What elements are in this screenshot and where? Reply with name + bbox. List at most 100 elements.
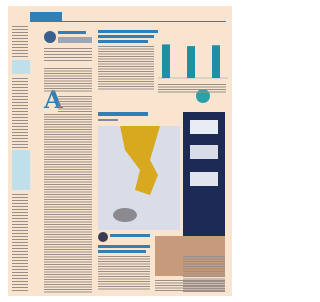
text-line (158, 89, 226, 90)
header-rule (30, 21, 226, 22)
text-line (44, 127, 92, 128)
card-headline (98, 245, 150, 248)
text-line (58, 96, 92, 97)
text-line (12, 212, 28, 213)
text-line (44, 88, 92, 89)
text-line (44, 86, 92, 87)
text-line (44, 73, 92, 74)
text-line (12, 84, 28, 85)
text-line (44, 194, 92, 195)
text-line (12, 245, 28, 246)
text-line (98, 49, 154, 50)
text-line (12, 194, 28, 195)
page-body: {"mini_chart": {"type": "bar", "color": … (0, 0, 240, 302)
text-line (12, 215, 28, 216)
text-line (12, 138, 28, 139)
text-line (44, 219, 92, 220)
text-line (44, 232, 92, 233)
text-line (44, 54, 92, 55)
text-line (44, 199, 92, 200)
text-line (98, 51, 154, 52)
text-line (44, 224, 92, 225)
text-line (12, 26, 28, 27)
text-line (98, 279, 150, 280)
section-tab (30, 12, 62, 21)
text-line (44, 187, 92, 188)
text-line (44, 51, 92, 52)
text-line (44, 139, 92, 140)
text-line (98, 71, 154, 72)
text-line (44, 212, 92, 213)
text-line (44, 83, 92, 84)
text-line (183, 281, 225, 282)
card-icon (98, 232, 108, 242)
text-line (44, 149, 92, 150)
text-line (12, 135, 28, 136)
text-line (12, 251, 28, 252)
chart-headline (98, 40, 148, 43)
text-line (183, 279, 225, 280)
author-icon (44, 31, 56, 43)
chart-headline (98, 35, 154, 38)
sidebar-image (190, 145, 218, 159)
text-line (44, 76, 92, 77)
text-line (98, 74, 154, 75)
text-line (44, 262, 92, 263)
text-line (12, 35, 28, 36)
text-line (44, 144, 92, 145)
text-line (44, 264, 92, 265)
text-line (44, 279, 92, 280)
bar (212, 45, 220, 78)
text-line (44, 132, 92, 133)
text-line (44, 174, 92, 175)
text-line (12, 32, 28, 33)
bar (162, 44, 170, 78)
illustration-figure (113, 208, 137, 222)
text-line (44, 269, 92, 270)
text-line (44, 122, 92, 123)
text-line (12, 81, 28, 82)
text-line (12, 242, 28, 243)
text-line (12, 144, 28, 145)
text-line (44, 182, 92, 183)
page: A (0, 0, 240, 302)
text-line (44, 239, 92, 240)
side-box (12, 150, 30, 190)
text-line (155, 285, 225, 286)
text-line (44, 162, 92, 163)
text-line (44, 114, 92, 115)
text-line (183, 259, 225, 260)
text-line (44, 154, 92, 155)
text-line (183, 284, 225, 285)
text-line (44, 177, 92, 178)
text-line (12, 78, 28, 79)
bar (187, 46, 195, 78)
text-line (12, 102, 28, 103)
text-line (98, 264, 150, 265)
text-line (58, 104, 92, 105)
text-line (12, 53, 28, 54)
text-line (155, 283, 225, 284)
text-line (12, 96, 28, 97)
text-line (12, 108, 28, 109)
text-line (44, 60, 92, 61)
text-line (12, 44, 28, 45)
text-line (44, 159, 92, 160)
text-line (44, 287, 92, 288)
text-line (12, 111, 28, 112)
text-line (44, 252, 92, 253)
text-line (44, 184, 92, 185)
text-line (12, 123, 28, 124)
text-line (98, 69, 154, 70)
sidebar-image (190, 172, 218, 186)
text-line (98, 276, 150, 277)
text-line (98, 286, 150, 287)
text-line (44, 289, 92, 290)
text-line (58, 99, 92, 100)
text-line (44, 164, 92, 165)
text-line (44, 68, 92, 69)
card-headline (110, 234, 150, 237)
text-line (12, 281, 28, 282)
text-line (98, 56, 154, 57)
text-line (12, 287, 28, 288)
